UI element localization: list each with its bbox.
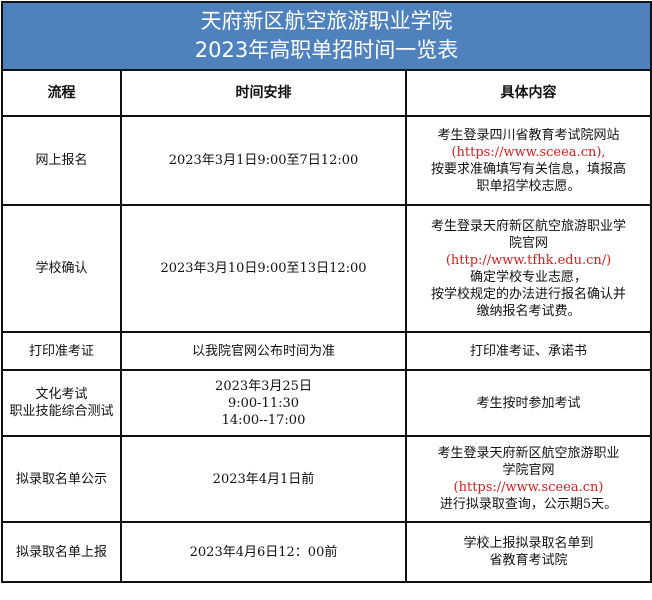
- content-cell: 考生登录四川省教育考试院网站 (https://www.sceea.cn), 按要求…: [404, 115, 652, 206]
- time-line: 9:00-11:30: [227, 395, 300, 411]
- content-line: 省教育考试院: [489, 553, 568, 568]
- step-cell: 拟录取名单公示: [1, 435, 122, 523]
- time-line: 2023年3月25日: [215, 378, 312, 394]
- content-line: 考生按时参加考试: [476, 395, 581, 411]
- url-link: (https://www.sceea.cn): [453, 480, 604, 495]
- time-line: 以我院官网公布时间为准: [191, 343, 335, 359]
- table-row: 拟录取名单上报 2023年4月6日12：00前 学校上报拟录取名单到 省教育考试院: [1, 521, 652, 583]
- content-line: 确定学校专业志愿，: [470, 269, 588, 285]
- time-line: 14:00--17:00: [221, 412, 306, 428]
- step-cell: 打印准考证: [1, 331, 122, 371]
- content-cell: 打印准考证、承诺书: [404, 331, 652, 371]
- table-row: 拟录取名单公示 2023年4月1日前 考生登录天府新区航空旅游职业 学院官网 (http…: [1, 435, 652, 523]
- content-line: 按要求准确填写有关信息，填报高: [431, 161, 627, 177]
- table-row: 打印准考证 以我院官网公布时间为准 打印准考证、承诺书: [1, 331, 652, 371]
- url-link: (http://www.tfhk.edu.cn/): [445, 252, 612, 268]
- step-line: 学校确认: [35, 261, 88, 276]
- table-title: 天府新区航空旅游职业学院 2023年高职单招时间一览表: [0, 1, 652, 71]
- content-line: 院官网: [509, 235, 549, 251]
- content-cell: 考生按时参加考试: [404, 369, 652, 437]
- content-line: 考生登录天府新区航空旅游职业学: [431, 218, 627, 234]
- time-line: 2023年4月1日前: [212, 471, 315, 487]
- step-line: 打印准考证: [28, 343, 94, 359]
- content-line: 学校上报拟录取名单到: [463, 536, 594, 551]
- time-cell: 2023年4月1日前: [120, 435, 407, 523]
- table-row: 学校确认 2023年3月10日9:00至13日12:00 考生登录天府新区航空旅游职…: [1, 204, 652, 333]
- column-header-content: 具体内容: [404, 69, 652, 117]
- content-cell: 考生登录天府新区航空旅游职业 学院官网 (https://www.sceea.cn)…: [404, 435, 652, 523]
- content-line: 学院官网: [502, 463, 555, 478]
- step-line: 文化考试: [35, 387, 88, 402]
- time-cell: 2023年3月1日9:00至7日12:00: [120, 115, 407, 206]
- table-row: 文化考试 职业技能综合测试 2023年3月25日 9:00-11:30 14:00--1…: [1, 369, 652, 437]
- time-cell: 以我院官网公布时间为准: [120, 331, 407, 371]
- content-cell: 学校上报拟录取名单到 省教育考试院: [404, 521, 652, 583]
- content-cell: 考生登录天府新区航空旅游职业学 院官网 (http://www.tfhk.edu.c…: [404, 204, 652, 333]
- time-line: 2023年4月6日12：00前: [189, 544, 338, 560]
- header-row: 流程 时间安排 具体内容: [1, 69, 652, 117]
- time-line: 2023年3月1日9:00至7日12:00: [168, 153, 359, 168]
- title-line-1: 天府新区航空旅游职业学院: [200, 9, 453, 33]
- content-line: 缴纳报名考试费。: [476, 303, 581, 319]
- column-header-step: 流程: [1, 69, 122, 117]
- schedule-table: 天府新区航空旅游职业学院 2023年高职单招时间一览表 流程 时间安排 具体内容…: [0, 1, 652, 583]
- content-line: 职单招学校志愿。: [476, 178, 581, 194]
- step-cell: 学校确认: [1, 204, 122, 333]
- content-line: 按学校规定的办法进行报名确认并: [431, 286, 627, 302]
- time-cell: 2023年3月25日 9:00-11:30 14:00--17:00: [120, 369, 407, 437]
- content-line: 考生登录天府新区航空旅游职业: [437, 446, 620, 461]
- url-link: (https://www.sceea.cn),: [451, 144, 606, 160]
- title-line-2: 2023年高职单招时间一览表: [194, 38, 459, 62]
- content-line: 进行拟录取查询，公示期5天。: [439, 497, 618, 512]
- step-cell: 拟录取名单上报: [1, 521, 122, 583]
- step-cell: 网上报名: [1, 115, 122, 206]
- time-cell: 2023年4月6日12：00前: [120, 521, 407, 583]
- step-line: 职业技能综合测试: [9, 404, 114, 419]
- time-line: 2023年3月10日9:00至13日12:00: [160, 261, 367, 276]
- step-line: 网上报名: [35, 153, 88, 168]
- time-cell: 2023年3月10日9:00至13日12:00: [120, 204, 407, 333]
- step-line: 拟录取名单上报: [15, 544, 107, 560]
- step-line: 拟录取名单公示: [15, 471, 107, 487]
- content-line: 打印准考证、承诺书: [470, 343, 588, 359]
- column-header-time: 时间安排: [120, 69, 407, 117]
- content-line: 考生登录四川省教育考试院网站: [437, 127, 620, 143]
- table-row: 网上报名 2023年3月1日9:00至7日12:00 考生登录四川省教育考试院网站(…: [1, 115, 652, 206]
- step-cell: 文化考试职业技能综合测试: [1, 369, 122, 437]
